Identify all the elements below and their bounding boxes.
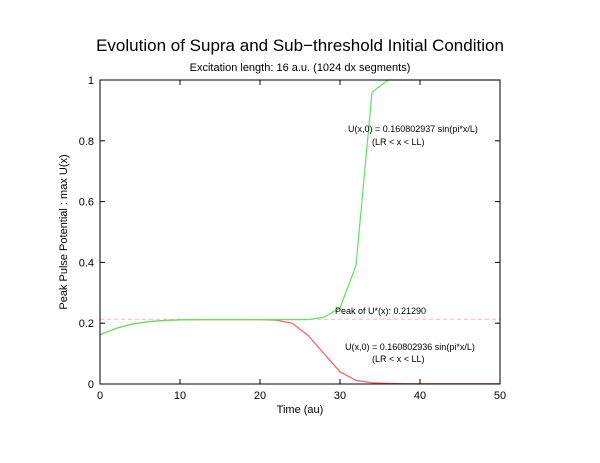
supra-annotation-line1: U(x,0) = 0.160802937 sin(pi*x/L) [348,124,478,134]
x-tick-label: 30 [334,390,346,402]
y-axis-label: Peak Pulse Potential : max U(x) [58,154,70,309]
x-tick-label: 10 [174,390,186,402]
y-tick-label: 0 [88,379,94,391]
series-line-supra-threshold [99,79,500,336]
sub-annotation-line2: (LR < x < LL) [372,354,425,364]
plot-frame [99,79,501,385]
y-tick-label: 0.8 [79,136,94,148]
x-tick-label: 50 [494,390,506,402]
x-axis-label: Time (au) [277,404,324,416]
supra-annotation-line2: (LR < x < LL) [372,137,425,147]
chart-subtitle: Excitation length: 16 a.u. (1024 dx segm… [190,62,411,74]
x-tick-label: 20 [254,390,266,402]
chart-title: Evolution of Supra and Sub−threshold Ini… [96,36,504,55]
y-axis: 0 0.2 0.4 0.6 0.8 1 [79,75,500,391]
reference-line-label: Peak of U*(x): 0.21290 [335,306,426,316]
y-tick-label: 0.2 [79,318,94,330]
y-tick-label: 0.6 [79,197,94,209]
x-axis: 0 10 20 30 40 50 [97,80,506,402]
x-tick-label: 40 [414,390,426,402]
x-tick-label: 0 [97,390,103,402]
sub-annotation-line1: U(x,0) = 0.160802936 sin(pi*x/L) [345,342,475,352]
y-tick-label: 1 [88,75,94,87]
y-tick-label: 0.4 [79,257,94,269]
